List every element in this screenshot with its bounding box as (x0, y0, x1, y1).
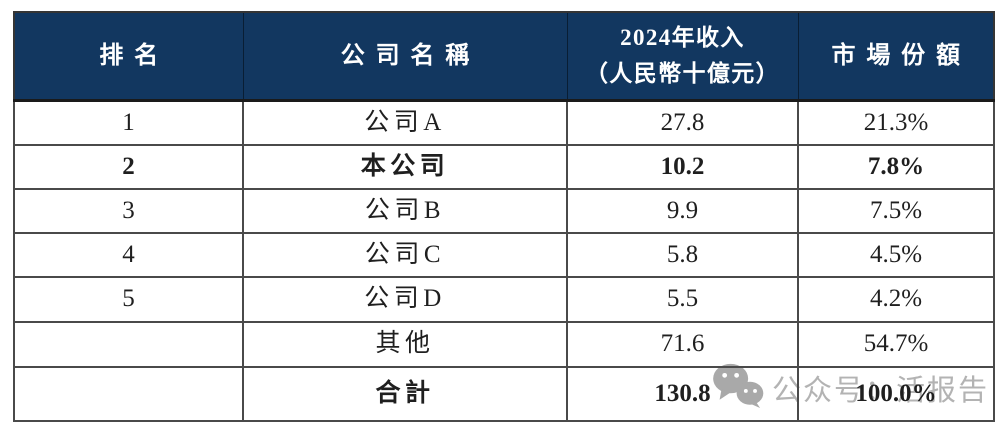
table-row: 1 公司A 27.8 21.3% (13, 99, 995, 146)
share-cell: 4.5% (797, 231, 995, 278)
revenue-cell: 9.9 (566, 187, 799, 234)
table-row: 4 公司C 5.8 4.5% (13, 231, 995, 278)
revenue-cell: 27.8 (566, 99, 799, 146)
company-cell: 公司D (242, 275, 568, 323)
share-cell: 4.2% (797, 275, 995, 323)
revenue-cell: 71.6 (566, 320, 799, 368)
share-cell: 21.3% (797, 99, 995, 146)
company-cell: 本公司 (242, 143, 568, 190)
company-cell: 合計 (242, 365, 568, 422)
table-header-row: 排名 公司名稱 2024年收入 （人民幣十億元） 市場份額 (13, 11, 995, 102)
company-cell: 其他 (242, 320, 568, 368)
header-company: 公司名稱 (242, 11, 568, 102)
rank-cell: 4 (13, 231, 244, 278)
rank-cell (13, 365, 244, 422)
rank-cell: 1 (13, 99, 244, 146)
market-share-table: 排名 公司名稱 2024年收入 （人民幣十億元） 市場份額 1 公司A 27.8… (13, 11, 995, 422)
company-cell: 公司A (242, 99, 568, 146)
header-rank: 排名 (13, 11, 244, 102)
revenue-cell: 130.8 (566, 365, 799, 422)
rank-cell: 3 (13, 187, 244, 234)
rank-cell (13, 320, 244, 368)
company-cell: 公司B (242, 187, 568, 234)
table-row: 3 公司B 9.9 7.5% (13, 187, 995, 234)
table-row-others: 其他 71.6 54.7% (13, 320, 995, 368)
rank-cell: 5 (13, 275, 244, 323)
header-revenue-line2: （人民幣十億元） (584, 61, 781, 86)
header-revenue: 2024年收入 （人民幣十億元） (566, 11, 799, 102)
share-cell: 7.5% (797, 187, 995, 234)
share-cell: 100.0% (797, 365, 995, 422)
company-cell: 公司C (242, 231, 568, 278)
header-revenue-line1: 2024年收入 (620, 25, 745, 51)
table-row-total: 合計 130.8 100.0% (13, 365, 995, 422)
revenue-cell: 5.5 (566, 275, 799, 323)
revenue-cell: 5.8 (566, 231, 799, 278)
table-row-company-highlight: 2 本公司 10.2 7.8% (13, 143, 995, 190)
share-cell: 54.7% (797, 320, 995, 368)
rank-cell: 2 (13, 143, 244, 190)
table-row: 5 公司D 5.5 4.2% (13, 275, 995, 323)
revenue-cell: 10.2 (566, 143, 799, 190)
share-cell: 7.8% (797, 143, 995, 190)
header-share: 市場份額 (797, 11, 995, 102)
